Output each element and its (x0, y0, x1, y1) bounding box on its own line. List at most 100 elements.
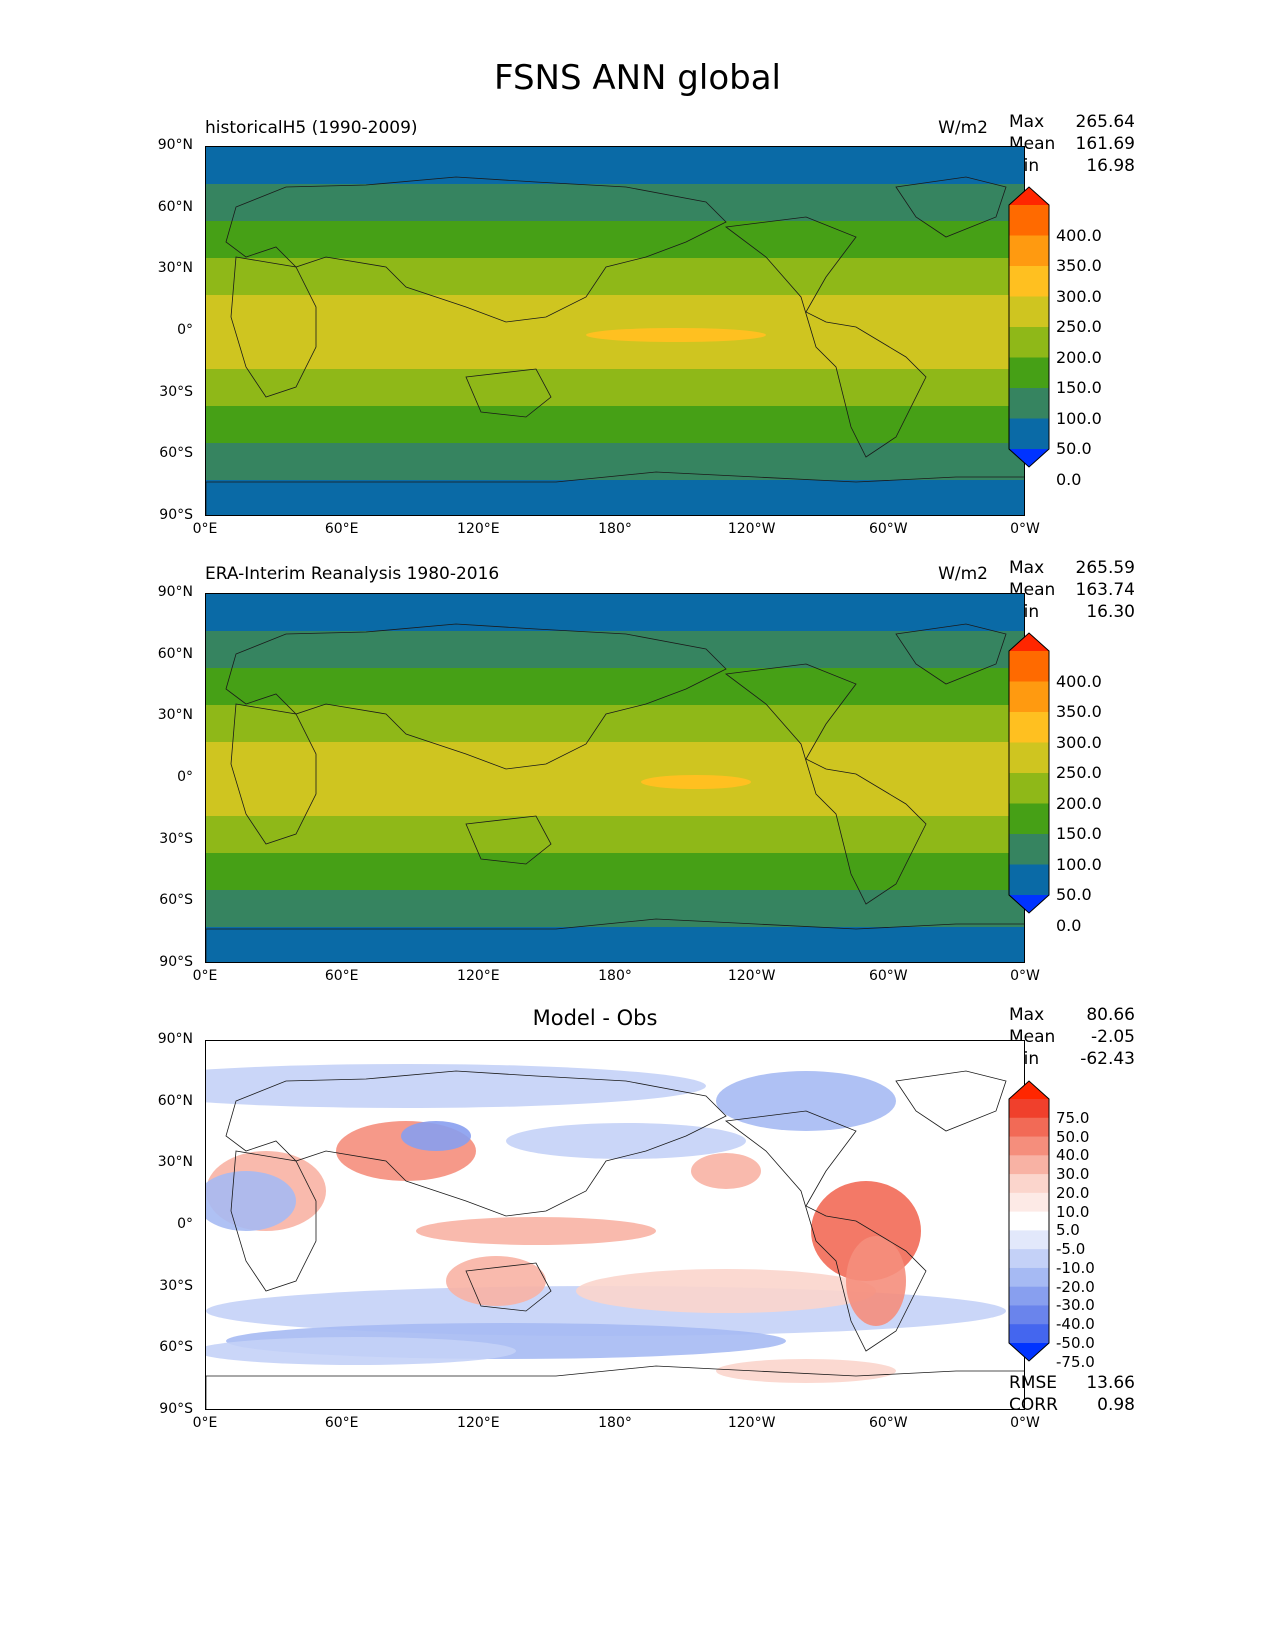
colorbar-swatch (1009, 205, 1049, 236)
stat-label: Max (1009, 112, 1045, 132)
panel-2-title: ERA-Interim Reanalysis 1980-2016 (205, 564, 500, 584)
colorbar-swatch (1009, 296, 1049, 328)
colorbar-swatch (1009, 742, 1049, 774)
stat-label: Max (1009, 558, 1045, 578)
coastline (895, 176, 1007, 238)
lon-tick-label: 120°E (457, 1415, 500, 1431)
lat-tick-label: 90°S (159, 507, 193, 523)
colorbar-tick-label: 0.0 (1056, 469, 1082, 489)
stat-value: 161.69 (1075, 134, 1135, 154)
colorbar-swatch (1009, 1174, 1049, 1194)
colorbar-swatch (1009, 864, 1049, 896)
stat-rmse: RMSE 13.66 (1009, 1372, 1135, 1394)
lat-tick-label: 30°S (159, 1277, 193, 1294)
colorbar-swatch (1009, 1286, 1049, 1306)
stat-min: Min 16.30 (1009, 601, 1135, 623)
colorbar-extend-max (1009, 1081, 1049, 1099)
colorbar-swatch (1009, 1099, 1049, 1119)
contour-patch (576, 1269, 876, 1313)
lon-tick-label: 180° (598, 1415, 632, 1431)
contour-band (206, 221, 1024, 259)
contour-patch (716, 1359, 896, 1383)
panel-1-units: W/m2 (938, 118, 988, 138)
coastline (895, 623, 1007, 685)
colorbar-tick-label: 75.0 (1056, 1108, 1090, 1127)
colorbar-tick-label: -40.0 (1056, 1315, 1095, 1334)
stat-value: -2.05 (1091, 1027, 1135, 1047)
lat-tick-label: 0° (177, 769, 193, 785)
colorbar-swatch (1009, 773, 1049, 804)
colorbar-swatch (1009, 1192, 1049, 1213)
colorbar-svg (1008, 186, 1050, 468)
panel-3-stats: Max 80.66 Mean -2.05 Min -62.43 (1009, 1004, 1135, 1070)
colorbar-tick-label: 50.0 (1056, 885, 1092, 904)
contour-band (206, 480, 1024, 515)
field-map-svg (206, 147, 1024, 515)
colorbar-swatch (1009, 1117, 1049, 1138)
colorbar-outline (1008, 1080, 1050, 1362)
coastline (225, 176, 727, 323)
lon-tick-label: 60°W (868, 1415, 908, 1431)
contour-band (206, 184, 1024, 222)
contour-patch (586, 328, 766, 342)
colorbar-swatch (1009, 1230, 1049, 1250)
contour-patch (401, 1121, 471, 1151)
colorbar-swatch (1009, 803, 1049, 835)
colorbar-tick-label: 40.0 (1056, 1146, 1090, 1165)
coastline (724, 663, 927, 905)
contour-band (206, 594, 1024, 632)
panel-2-stats: Max 265.59 Mean 163.74 Min 16.30 (1009, 557, 1135, 623)
stat-value: 13.66 (1086, 1373, 1135, 1393)
contour-patch (446, 1256, 546, 1306)
colorbar-tick-label: 5.0 (1056, 1221, 1080, 1240)
lon-tick-label: 120°W (727, 968, 776, 984)
colorbar-tick-label: 50.0 (1056, 1127, 1090, 1146)
coastline (230, 1150, 317, 1292)
colorbar-svg (1008, 632, 1050, 914)
colorbar-swatch (1009, 712, 1049, 743)
coastline (465, 815, 552, 865)
stat-max: Max 80.66 (1009, 1004, 1135, 1026)
stat-label: RMSE (1009, 1373, 1058, 1393)
contour-band (206, 295, 1024, 333)
contour-band (206, 816, 1024, 854)
panel-2-units: W/m2 (938, 564, 988, 584)
field-map-svg (206, 594, 1024, 962)
colorbar-tick-label: 250.0 (1056, 763, 1102, 782)
colorbar-tick-label: 200.0 (1056, 793, 1102, 813)
colorbar-tick-label: -5.0 (1056, 1240, 1086, 1259)
colorbar-swatch (1009, 1305, 1049, 1325)
lon-tick-label: 0°W (1010, 968, 1040, 984)
colorbar-tick-label: 20.0 (1056, 1183, 1090, 1202)
stat-mean: Mean 163.74 (1009, 579, 1135, 601)
lat-tick-label: 60°N (157, 645, 193, 662)
contour-band (206, 668, 1024, 706)
colorbar-swatch (1009, 1155, 1049, 1175)
colorbar-tick-label: -75.0 (1056, 1352, 1095, 1371)
stat-min: Min 16.98 (1009, 155, 1135, 177)
lat-tick-label: 90°S (159, 954, 193, 970)
lon-tick-label: 0°E (192, 521, 218, 537)
colorbar-outline (1008, 632, 1050, 914)
lon-tick-label: 120°E (457, 521, 500, 537)
colorbar-tick-label: 200.0 (1056, 347, 1102, 367)
colorbar-tick-label: 0.0 (1056, 915, 1082, 935)
contour-band (206, 779, 1024, 817)
colorbar-tick-label: -50.0 (1056, 1334, 1095, 1352)
contour-band (206, 147, 1024, 185)
lon-tick-label: 0°W (1010, 521, 1040, 537)
lon-tick-label: 0°W (1010, 1415, 1040, 1431)
coastline (230, 256, 317, 398)
colorbar-swatch (1009, 834, 1049, 865)
colorbar-tick-label: 150.0 (1056, 824, 1102, 843)
coastline (225, 623, 727, 770)
panel-3-extra-stats: RMSE 13.66 CORR 0.98 (1009, 1372, 1135, 1416)
stat-value: 0.98 (1097, 1395, 1135, 1415)
lat-tick-label: 30°N (157, 1154, 193, 1171)
colorbar-swatch (1009, 651, 1049, 682)
contour-band (206, 705, 1024, 743)
coastline (206, 471, 1024, 515)
colorbar-swatch (1009, 681, 1049, 713)
colorbar-swatch (1009, 1324, 1049, 1344)
colorbar-swatch (1009, 1249, 1049, 1269)
